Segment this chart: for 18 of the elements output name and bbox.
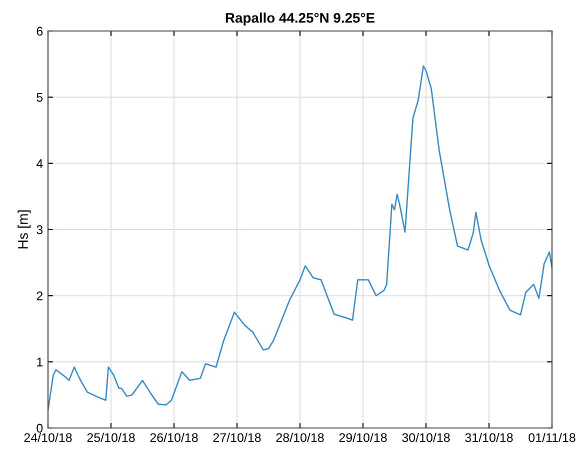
x-tick-label: 01/11/18 [528, 432, 576, 442]
y-tick-label: 2 [36, 291, 43, 300]
x-tick-label: 24/10/18 [24, 432, 72, 442]
x-tick-label: 31/10/18 [465, 432, 513, 442]
y-axis-title: Hs [m] [18, 210, 31, 248]
chart-title: Rapallo 44.25°N 9.25°E [226, 12, 374, 26]
x-tick-label: 25/10/18 [87, 432, 135, 442]
y-tick-label: 4 [36, 159, 43, 168]
x-tick-label: 28/10/18 [276, 432, 324, 442]
x-tick-label: 30/10/18 [402, 432, 450, 442]
x-tick-label: 29/10/18 [339, 432, 387, 442]
y-tick-label: 1 [37, 358, 43, 366]
y-tick-label: 3 [36, 225, 43, 234]
y-tick-label: 0 [36, 424, 43, 433]
x-tick-label: 27/10/18 [213, 432, 261, 442]
y-tick-label: 6 [36, 26, 43, 36]
y-tick-label: 5 [36, 93, 43, 102]
x-tick-label: 26/10/18 [150, 432, 198, 442]
